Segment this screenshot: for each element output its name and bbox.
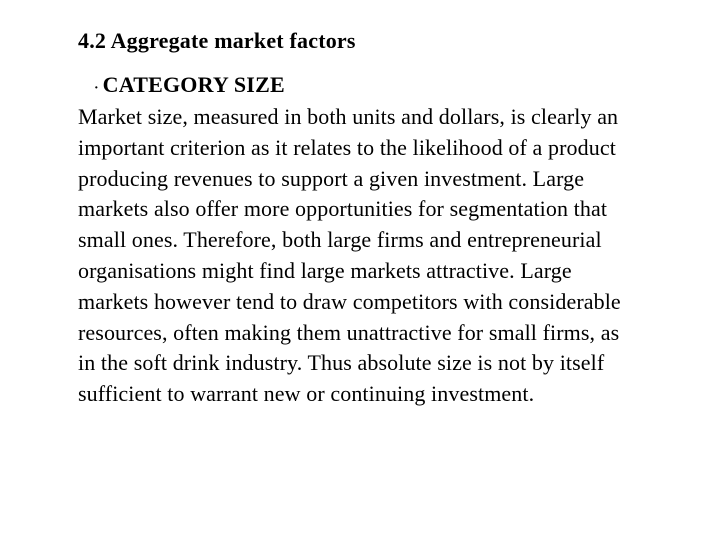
body-paragraph: Market size, measured in both units and … — [78, 102, 641, 410]
bullet-item: · CATEGORY SIZE — [78, 72, 641, 98]
section-heading: 4.2 Aggregate market factors — [78, 28, 641, 54]
bullet-title: CATEGORY SIZE — [103, 72, 285, 98]
bullet-marker: · — [94, 81, 99, 97]
